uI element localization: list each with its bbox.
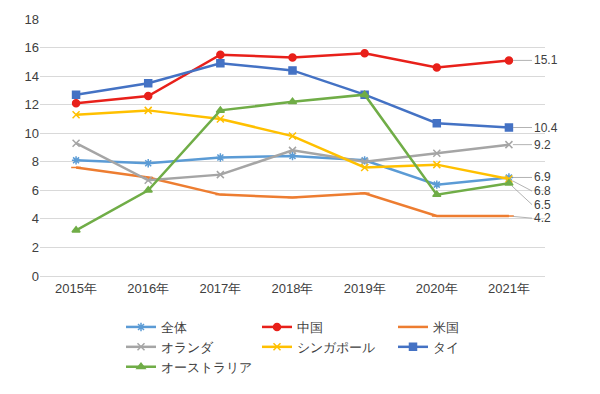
svg-text:10: 10 [25,126,39,141]
svg-text:8: 8 [32,154,39,169]
svg-text:10.4: 10.4 [534,121,558,135]
svg-text:12: 12 [25,97,39,112]
svg-text:2019年: 2019年 [344,281,386,296]
svg-text:9.2: 9.2 [534,138,551,152]
svg-text:2018年: 2018年 [272,281,314,296]
svg-text:中国: 中国 [297,320,323,335]
svg-text:15.1: 15.1 [534,53,558,67]
svg-text:オランダ: オランダ [161,340,214,355]
svg-text:6: 6 [32,183,39,198]
svg-text:2017年: 2017年 [199,281,241,296]
svg-text:0: 0 [32,269,39,284]
svg-text:6.8: 6.8 [534,184,551,198]
svg-text:タイ: タイ [433,340,459,355]
svg-text:2: 2 [32,240,39,255]
svg-text:米国: 米国 [433,320,459,335]
svg-text:シンガポール: シンガポール [297,340,375,355]
svg-text:4: 4 [32,211,39,226]
svg-text:6.5: 6.5 [534,198,551,212]
svg-text:6.9: 6.9 [534,170,551,184]
svg-text:2020年: 2020年 [416,281,458,296]
svg-text:16: 16 [25,40,39,55]
svg-text:2015年: 2015年 [55,281,97,296]
svg-text:2021年: 2021年 [488,281,530,296]
svg-text:14: 14 [25,69,39,84]
svg-text:4.2: 4.2 [534,211,551,225]
svg-text:2016年: 2016年 [127,281,169,296]
svg-text:18: 18 [25,12,39,27]
svg-text:オーストラリア: オーストラリア [161,360,252,375]
svg-text:全体: 全体 [161,320,187,335]
